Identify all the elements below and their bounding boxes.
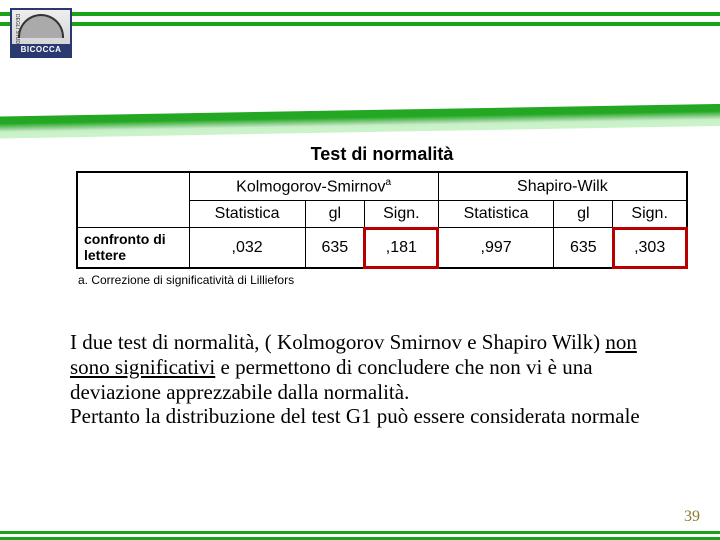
para-text-2: Pertanto la distribuzione del test G1 pu… [70,404,640,428]
subheader-4: gl [554,201,613,228]
cell-4: 635 [554,228,613,268]
university-logo: DEGLI STUDI BICOCCA [10,8,72,58]
subheader-2: Sign. [364,201,438,228]
subheader-3: Statistica [438,201,554,228]
cell-3: ,997 [438,228,554,268]
para-text-1a: I due test di normalità, ( Kolmogorov Sm… [70,330,605,354]
table-header-groups: Kolmogorov-Smirnova Shapiro-Wilk [77,172,687,201]
normality-table-region: Test di normalità Kolmogorov-Smirnova Sh… [76,140,688,287]
subheader-5: Sign. [613,201,687,228]
group-header-sw-label: Shapiro-Wilk [517,178,608,195]
logo-side-text: DEGLI STUDI [14,14,20,45]
logo-bicocca-text: BICOCCA [12,44,70,56]
cell-0: ,032 [189,228,305,268]
cell-5: ,303 [613,228,687,268]
group-header-sw: Shapiro-Wilk [438,172,687,201]
subheader-1: gl [305,201,364,228]
row-label: confronto di lettere [77,228,189,268]
normality-table: Kolmogorov-Smirnova Shapiro-Wilk Statist… [76,171,688,269]
cell-2: ,181 [364,228,438,268]
accent-bar-top-2 [0,22,720,26]
table-title: Test di normalità [76,140,688,171]
group-header-ks-label: Kolmogorov-Smirnov [236,178,385,195]
explanation-paragraph: I due test di normalità, ( Kolmogorov Sm… [70,330,640,429]
subheader-0: Statistica [189,201,305,228]
logo-arch-icon [18,14,64,38]
accent-bar-bottom-1 [0,531,720,534]
group-header-ks-sup: a [386,177,392,188]
table-corner-blank [77,172,189,228]
table-row: confronto di lettere ,032 635 ,181 ,997 … [77,228,687,268]
group-header-ks: Kolmogorov-Smirnova [189,172,438,201]
table-footnote: a. Correzione di significatività di Lill… [76,269,688,287]
page-number: 39 [684,508,700,526]
accent-bar-top-1 [0,12,720,16]
cell-1: 635 [305,228,364,268]
